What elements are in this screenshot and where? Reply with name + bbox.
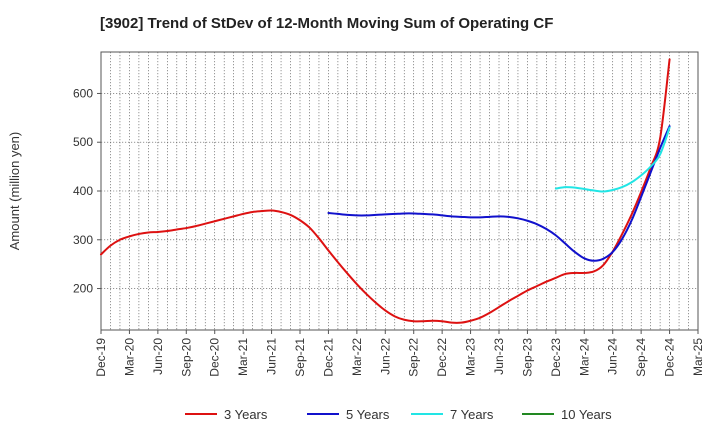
x-tick-label: Sep-22 [407, 338, 421, 377]
y-gridlines [101, 93, 698, 289]
x-tick-label: Mar-25 [691, 338, 705, 376]
x-tick-label: Jun-21 [265, 338, 279, 375]
legend-item: 3 Years [185, 407, 268, 422]
series-layer [100, 58, 671, 324]
x-tick-label: Jun-20 [151, 338, 165, 375]
chart-title: [3902] Trend of StDev of 12-Month Moving… [100, 15, 553, 32]
x-tick-label: Sep-24 [634, 338, 648, 377]
x-tick-label: Dec-19 [94, 338, 108, 377]
x-tick-label: Dec-24 [663, 338, 677, 377]
legend-label: 7 Years [450, 407, 494, 422]
series-line-1 [100, 58, 671, 324]
x-axis: Dec-19 Mar-20 Jun-20 Sep-20 Dec-20 Mar-21 Jun-… [94, 330, 705, 377]
y-axis: 200 300 400 500 600 [73, 86, 101, 296]
x-tick-label: Jun-24 [606, 338, 620, 375]
y-tick-label: 600 [73, 86, 93, 100]
x-tick-label: Jun-22 [378, 338, 392, 375]
y-tick-label: 400 [73, 184, 93, 198]
x-tick-label: Mar-24 [577, 338, 591, 376]
x-tick-label: Mar-23 [464, 338, 478, 376]
series-line-2 [327, 125, 671, 262]
x-tick-label: Dec-21 [321, 338, 335, 377]
x-tick-label: Sep-20 [179, 338, 193, 377]
legend-item: 10 Years [522, 407, 612, 422]
legend-item: 5 Years [307, 407, 390, 422]
x-tick-label: Dec-22 [435, 338, 449, 377]
legend-label: 10 Years [561, 407, 612, 422]
y-tick-label: 500 [73, 135, 93, 149]
x-tick-label: Sep-21 [293, 338, 307, 377]
x-tick-label: Mar-21 [236, 338, 250, 376]
y-tick-label: 300 [73, 233, 93, 247]
x-tick-label: Dec-20 [208, 338, 222, 377]
x-tick-label: Jun-23 [492, 338, 506, 375]
y-tick-label: 200 [73, 282, 93, 296]
x-tick-label: Mar-22 [350, 338, 364, 376]
x-tick-label: Mar-20 [122, 338, 136, 376]
legend-label: 3 Years [224, 407, 268, 422]
legend-label: 5 Years [346, 407, 390, 422]
legend-item: 7 Years [411, 407, 494, 422]
x-tick-label: Dec-23 [549, 338, 563, 377]
legend: 3 Years 5 Years 7 Years 10 Years [185, 407, 612, 422]
x-tick-label: Sep-23 [520, 338, 534, 377]
y-axis-label: Amount (million yen) [7, 132, 22, 251]
series-line-3 [554, 126, 671, 193]
